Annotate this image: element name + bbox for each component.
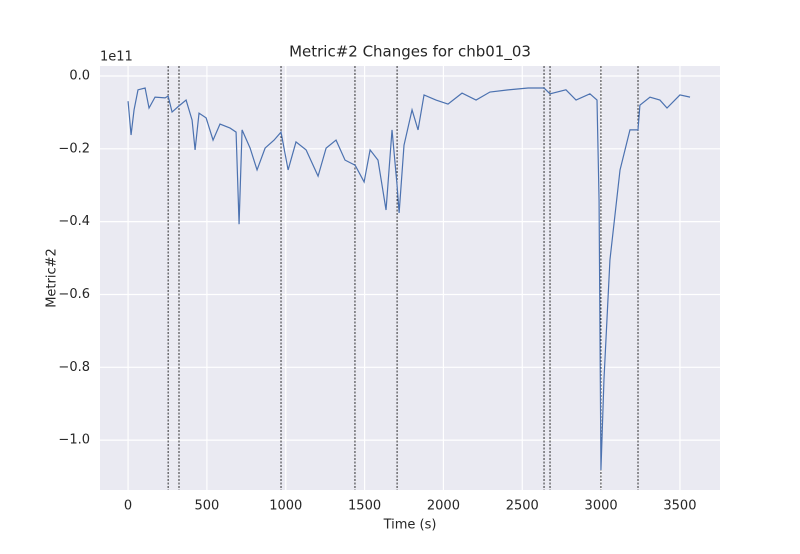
y-offset-label: 1e11: [100, 50, 133, 65]
y-tick-label: 0.0: [69, 69, 90, 84]
y-axis-label: Metric#2: [45, 248, 60, 308]
y-tick-label: −1.0: [58, 433, 90, 448]
chart-title: Metric#2 Changes for chb01_03: [289, 43, 531, 62]
x-axis-label: Time (s): [383, 518, 437, 533]
y-tick-label: −0.2: [58, 141, 90, 156]
y-tick-label: −0.8: [58, 360, 90, 375]
x-tick-label: 1500: [348, 499, 381, 514]
x-tick-label: 3000: [585, 499, 618, 514]
y-tick-label: −0.6: [58, 287, 90, 302]
y-tick-label: −0.4: [58, 214, 90, 229]
plot-area: [100, 66, 720, 490]
x-tick-label: 3500: [663, 499, 696, 514]
x-tick-label: 0: [124, 499, 132, 514]
x-tick-label: 2500: [506, 499, 539, 514]
data-line: [127, 87, 691, 470]
x-tick-label: 1000: [269, 499, 302, 514]
x-tick-label: 500: [194, 499, 219, 514]
x-tick-label: 2000: [427, 499, 460, 514]
